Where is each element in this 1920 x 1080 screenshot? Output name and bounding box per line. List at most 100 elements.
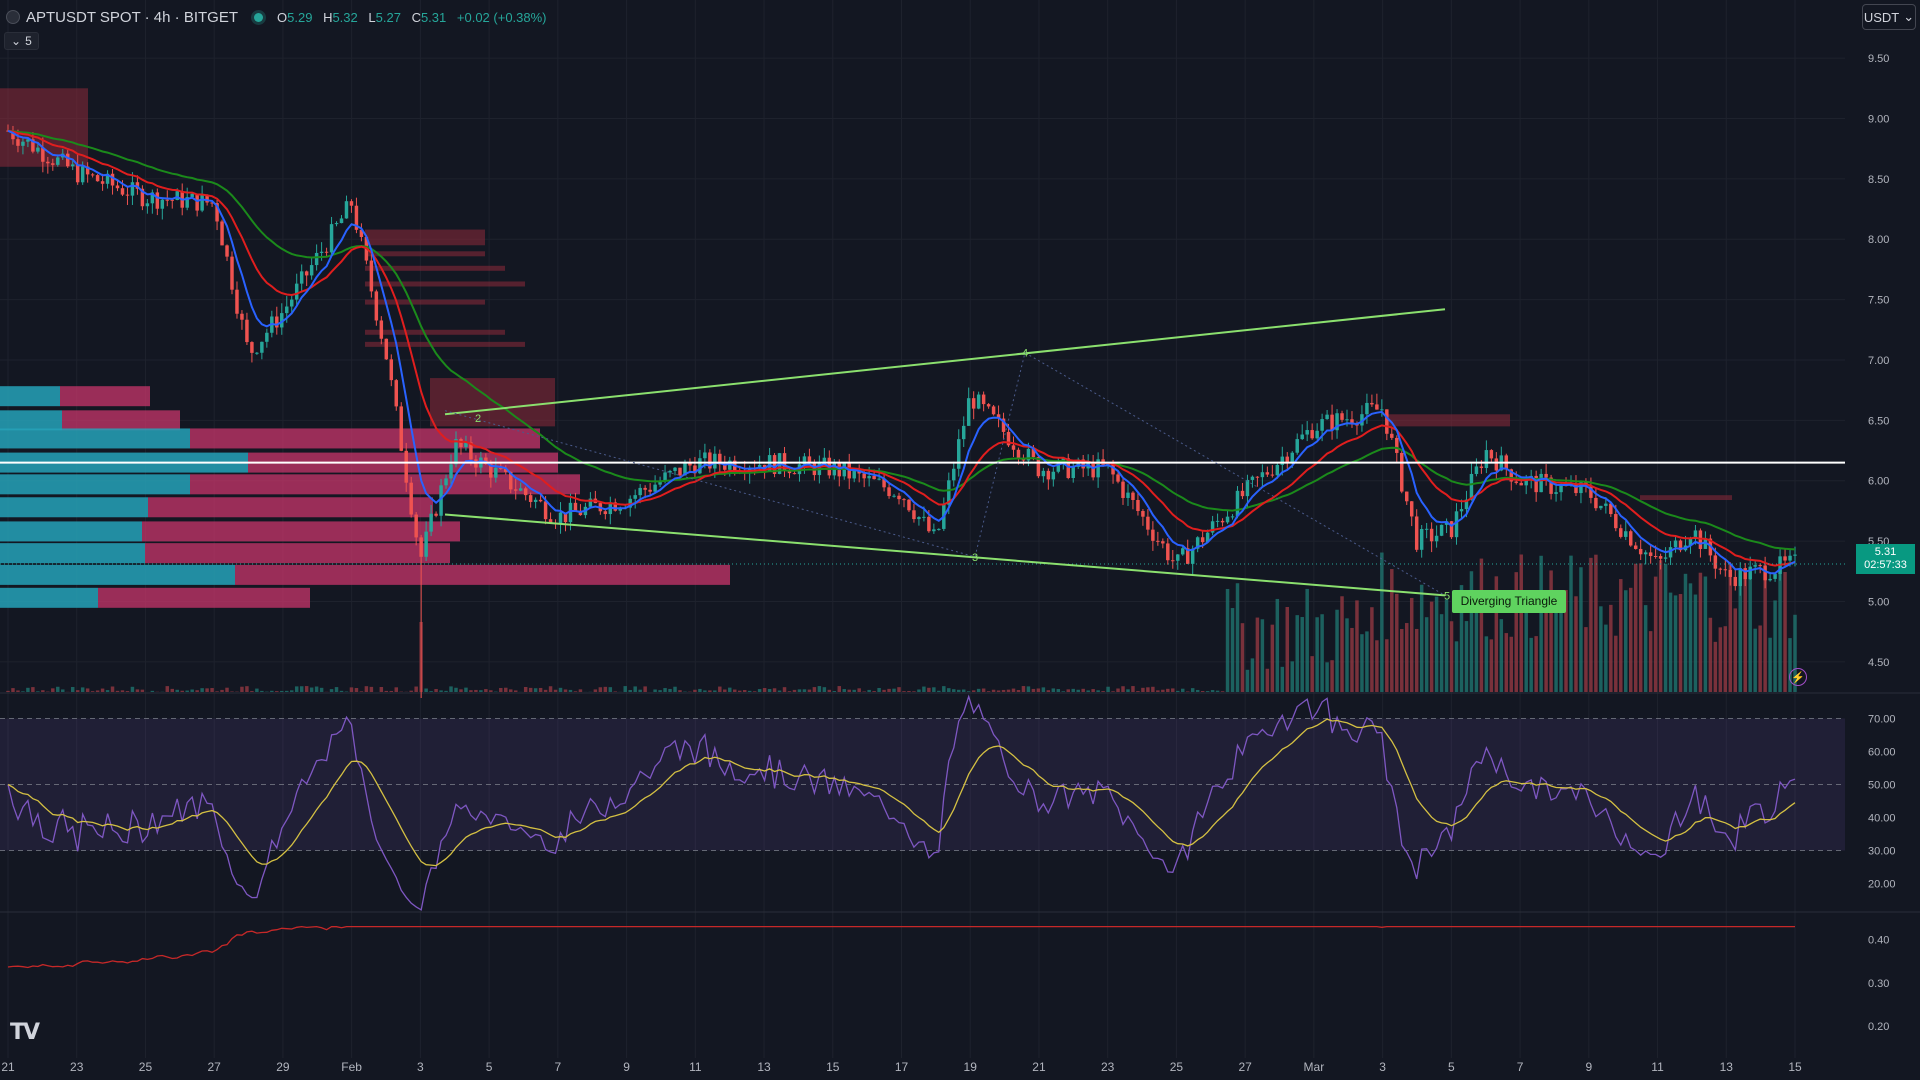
volume-bar: [1763, 571, 1767, 692]
candle-body: [1703, 538, 1708, 549]
volume-bar: [1205, 691, 1210, 692]
candle-body: [70, 164, 75, 167]
volume-bar: [195, 690, 199, 692]
candle-body: [588, 498, 593, 507]
candle-body: [877, 478, 881, 480]
volume-bar: [449, 686, 453, 692]
candle-body: [523, 488, 528, 496]
candle-body: [339, 218, 344, 224]
candle-body: [1484, 450, 1489, 469]
candle-body: [1335, 413, 1339, 431]
volume-bar: [484, 689, 488, 692]
symbol-title[interactable]: APTUSDT SPOT · 4h · BITGET: [26, 8, 238, 26]
volume-bar: [961, 689, 966, 692]
time-axis-label: 13: [1720, 1060, 1734, 1074]
candle-body: [1594, 497, 1598, 509]
volume-bar: [165, 686, 170, 692]
volume-bar: [1604, 624, 1608, 692]
candle-body: [255, 352, 259, 354]
indicators-toggle-button[interactable]: ⌄ 5: [4, 32, 39, 50]
candle-body: [1743, 568, 1747, 580]
volume-bar: [444, 690, 448, 692]
volume-bar: [1240, 623, 1245, 692]
candle-body: [1718, 568, 1723, 570]
volume-bar: [1116, 688, 1120, 692]
volume-bar: [70, 687, 75, 692]
candle-body: [673, 467, 677, 471]
volume-profile-up-bar: [0, 386, 60, 407]
lightning-icon[interactable]: ⚡: [1789, 668, 1807, 686]
volume-bar: [190, 689, 194, 692]
candle-body: [1693, 530, 1698, 540]
candle-body: [857, 470, 861, 474]
candle-body: [240, 313, 244, 320]
candle-body: [1733, 576, 1738, 587]
candle-body: [1116, 474, 1120, 482]
volume-bar: [817, 686, 822, 692]
candle-body: [633, 495, 637, 499]
candle-body: [1748, 566, 1752, 580]
candle-body: [90, 174, 95, 176]
tradingview-logo-icon[interactable]: TV: [10, 1020, 40, 1045]
candle-body: [175, 191, 179, 200]
candle-body: [957, 439, 961, 469]
candle-body: [1156, 540, 1160, 542]
volume-bar: [852, 689, 856, 692]
candle-body: [966, 398, 971, 426]
candle-body: [31, 139, 35, 152]
diverging-triangle-label[interactable]: Diverging Triangle: [1452, 590, 1566, 613]
candle-body: [952, 468, 956, 481]
volume-bar: [1375, 640, 1379, 692]
volume-bar: [1390, 569, 1394, 692]
candle-body: [852, 470, 856, 479]
volume-bar: [1783, 572, 1787, 692]
candle-body: [1380, 409, 1384, 411]
candle-body: [1210, 521, 1215, 533]
volume-bar: [733, 689, 737, 692]
volume-bar: [991, 689, 996, 692]
time-axis-label: 13: [757, 1060, 771, 1074]
candle-body: [568, 502, 573, 523]
volume-bar: [280, 690, 284, 692]
rsi-axis-label: 60.00: [1868, 747, 1896, 759]
candle-body: [404, 450, 408, 483]
candle-body: [1370, 402, 1374, 405]
volume-bar: [314, 686, 319, 692]
rsi-axis-label: 50.00: [1868, 780, 1896, 792]
candle-body: [1414, 516, 1419, 550]
time-axis-label: 5: [1448, 1060, 1455, 1074]
candle-body: [374, 291, 379, 321]
candle-body: [1111, 463, 1115, 475]
candle-body: [1673, 540, 1678, 548]
candle-body: [195, 193, 199, 211]
volume-bar: [245, 686, 249, 692]
volume-bar: [1743, 570, 1747, 692]
candle-body: [1330, 414, 1334, 431]
candle-body: [1638, 548, 1643, 555]
volume-bar: [1360, 634, 1364, 692]
candle-body: [265, 332, 269, 342]
candle-body: [434, 513, 438, 516]
volume-bar: [1056, 689, 1061, 692]
volume-bar: [1514, 572, 1518, 692]
currency-select[interactable]: USDT ⌄: [1862, 4, 1916, 30]
volume-bar: [1200, 691, 1205, 692]
symbol-header[interactable]: APTUSDT SPOT · 4h · BITGET O5.29 H5.32 L…: [6, 6, 547, 28]
time-axis-label: 27: [1238, 1060, 1252, 1074]
candle-body: [1604, 503, 1608, 506]
volume-bar: [558, 687, 563, 692]
volume-bar: [1305, 588, 1309, 692]
candle-body: [693, 465, 697, 474]
volume-bar: [125, 691, 130, 692]
volume-bar: [1215, 690, 1220, 692]
candle-body: [1619, 528, 1623, 537]
volume-bar: [1210, 690, 1215, 692]
price-axis-label: 8.00: [1868, 234, 1889, 246]
volume-bar: [1345, 618, 1349, 692]
lower-indicator-line: [7, 925, 1795, 969]
volume-bar: [275, 691, 279, 692]
candle-body: [1260, 472, 1265, 478]
candle-body: [494, 467, 498, 478]
candle-body: [324, 251, 329, 253]
